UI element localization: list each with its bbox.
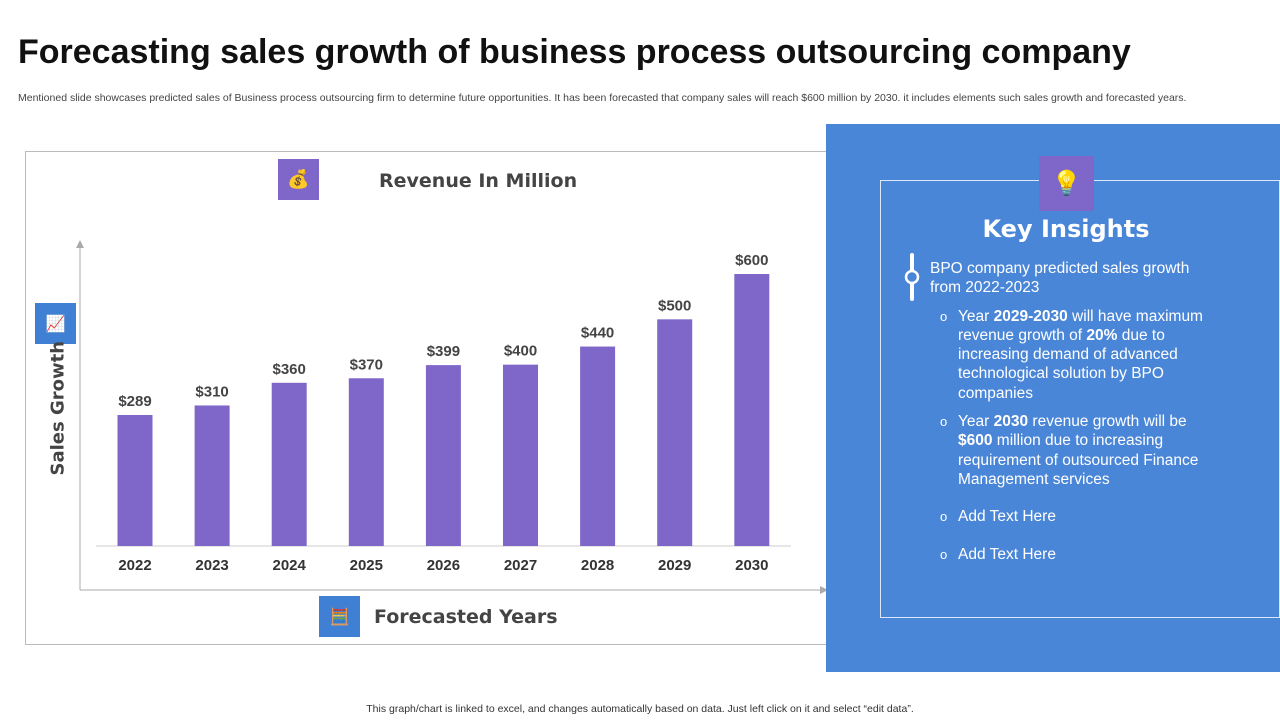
insight-text: Add Text Here [958,508,1056,526]
x-axis-label: Forecasted Years [374,606,558,628]
insight-item: o Year 2029-2030 will have maximum revenu… [940,307,1230,403]
page-subtitle: Mentioned slide showcases predicted sale… [18,92,1187,104]
lightbulb-gear-icon: 💡 [1039,156,1094,211]
insight-item: o Year 2030 revenue growth will be $600 m… [940,412,1230,489]
bullet-icon: o [940,546,948,562]
money-bag-icon: 💰 [278,159,319,200]
insight-text: Year 2029-2030 will have maximum revenue… [958,307,1203,402]
chart-container[interactable] [25,151,862,645]
insight-item: o Add Text Here [940,545,1230,564]
bullet-icon: o [940,414,948,430]
footer-note: This graph/chart is linked to excel, and… [366,703,914,715]
insights-heading: BPO company predicted sales growth from … [930,260,1190,297]
insight-item: o Add Text Here [940,507,1230,526]
slider-icon [904,253,920,301]
growth-chart-icon: 📈 [35,303,76,344]
bullet-icon: o [940,308,948,324]
insight-text: Year 2030 revenue growth will be $600 mi… [958,413,1199,488]
y-axis-label: Sales Growth [47,340,69,476]
insight-text: Add Text Here [958,545,1056,563]
insights-panel [826,124,1280,672]
bullet-icon: o [940,509,948,525]
insights-list: BPO company predicted sales growth from … [930,259,1230,564]
chart-title: Revenue In Million [379,170,578,192]
calculator-icon: 🧮 [319,596,360,637]
insights-title: Key Insights [982,215,1150,243]
page-title: Forecasting sales growth of business pro… [18,33,1131,71]
